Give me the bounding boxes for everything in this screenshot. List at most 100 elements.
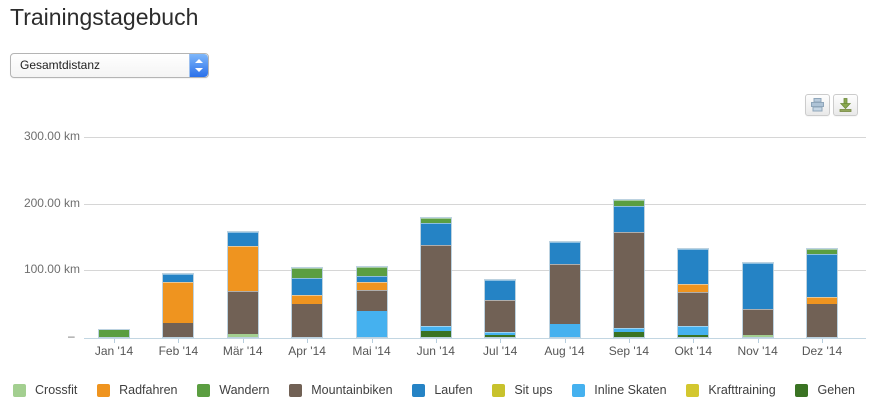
bar-segment-gehen[interactable] [420,330,451,337]
bar-segment-laufen[interactable] [613,205,644,233]
bar-segment-wandern[interactable] [356,267,387,276]
bar-segment-mountainbiken[interactable] [742,309,773,335]
bar-m-r-14 [226,230,259,338]
legend-label: Radfahren [119,383,178,397]
bar-segment-mountainbiken[interactable] [292,303,323,337]
legend-item-crossfit[interactable]: Crossfit [13,383,77,397]
chevron-down-icon [195,68,203,72]
print-button[interactable] [805,94,830,116]
bar-segment-inline-skaten[interactable] [613,328,644,333]
bar-segment-radfahren[interactable] [678,283,709,293]
bar-segment-wandern[interactable] [292,267,323,279]
legend-label: Inline Skaten [594,383,667,397]
x-axis-label: Sep '14 [608,344,650,358]
bar-segment-inline-skaten[interactable] [356,311,387,337]
bar-segment-gehen[interactable] [678,335,709,337]
x-axis-label: Mär '14 [222,344,263,358]
bar-segment-wandern[interactable] [613,200,644,206]
x-axis-tick [500,339,502,343]
legend-label: Crossfit [35,383,78,397]
legend-item-laufen[interactable]: Laufen [412,383,473,397]
legend-swatch-icon [197,383,211,397]
chevron-up-icon [195,59,203,63]
report-type-select-value: Gesamtdistanz [20,58,101,72]
legend-swatch-icon [412,383,426,397]
chart-legend: Crossfit Radfahren Wandern Mountainbiken Lau… [0,383,871,397]
bar-segment-radfahren[interactable] [292,295,323,304]
legend-item-gehen[interactable]: Gehen [795,383,855,397]
x-axis-line [84,338,866,339]
x-axis-tick [307,339,309,343]
bar-jun-14 [419,217,452,338]
bar-segment-laufen[interactable] [163,274,194,282]
bar-segment-laufen[interactable] [420,223,451,245]
y-axis-label: 100.00 km [23,262,80,277]
bar-segment-radfahren[interactable] [356,281,387,290]
x-axis-tick [628,339,630,343]
x-axis-label: Jul '14 [483,344,518,358]
bar-segment-wandern[interactable] [99,330,129,337]
bar-okt-14 [677,248,710,338]
legend-swatch-icon [289,383,303,397]
legend-item-wandern[interactable]: Wandern [197,383,270,397]
bar-segment-mountainbiken[interactable] [613,232,644,329]
legend-item-krafttraining[interactable]: Krafttraining [686,383,776,397]
x-axis-label: Jan '14 [94,344,134,358]
bar-segment-mountainbiken[interactable] [163,322,194,337]
legend-item-inline-skaten[interactable]: Inline Skaten [572,383,667,397]
bar-segment-mountainbiken[interactable] [356,289,387,311]
gridline [84,270,866,272]
legend-item-radfahren[interactable]: Radfahren [97,383,178,397]
bar-segment-laufen[interactable] [356,275,387,282]
bar-segment-laufen[interactable] [807,254,837,298]
legend-item-mountainbiken[interactable]: Mountainbiken [289,383,393,397]
legend-swatch-icon [13,383,26,397]
bar-segment-mountainbiken[interactable] [678,292,709,326]
bar-segment-mountainbiken[interactable] [420,245,451,327]
x-axis-tick [564,339,566,343]
bar-segment-wandern[interactable] [420,218,451,223]
bar-apr-14 [291,266,324,338]
bar-segment-radfahren[interactable] [807,297,837,304]
legend-label: Krafttraining [708,383,776,397]
x-axis-tick [371,339,373,343]
bar-segment-laufen[interactable] [678,249,709,284]
bar-segment-mountainbiken[interactable] [485,300,516,332]
bar-aug-14 [548,240,581,338]
bar-segment-laufen[interactable] [292,278,323,296]
y-axis-label: 300.00 km [23,129,80,143]
bar-feb-14 [162,273,195,338]
legend-swatch-icon [795,383,809,397]
bar-segment-laufen[interactable] [549,241,580,265]
y-axis-label: 200.00 km [23,195,80,210]
gridline [84,137,866,138]
bar-segment-mountainbiken[interactable] [807,303,837,337]
bar-segment-crossfit[interactable] [742,335,773,337]
bar-segment-gehen[interactable] [485,334,516,337]
legend-item-sit-ups[interactable]: Sit ups [492,383,553,397]
bar-segment-inline-skaten[interactable] [485,331,516,335]
x-axis-tick [693,339,695,343]
x-axis-tick [757,339,759,343]
bar-segment-mountainbiken[interactable] [549,264,580,324]
x-axis-label: Mai '14 [352,344,391,358]
legend-swatch-icon [572,383,586,397]
bar-segment-mountainbiken[interactable] [227,291,258,335]
report-type-select[interactable]: Gesamtdistanz [10,53,209,78]
bar-segment-crossfit[interactable] [227,334,258,337]
bar-segment-wandern[interactable] [807,249,837,255]
bar-segment-laufen[interactable] [227,231,258,247]
bar-dez-14 [806,248,838,338]
bar-segment-gehen[interactable] [613,332,644,337]
bar-segment-inline-skaten[interactable] [678,325,709,335]
bar-segment-laufen[interactable] [485,279,516,301]
bar-sep-14 [612,199,645,338]
x-axis-tick [822,339,823,343]
export-button[interactable] [833,94,858,116]
bar-segment-radfahren[interactable] [227,246,258,292]
bar-segment-laufen[interactable] [742,263,773,309]
bar-segment-radfahren[interactable] [163,281,194,323]
bar-segment-inline-skaten[interactable] [549,323,580,337]
bar-segment-inline-skaten[interactable] [420,326,451,331]
